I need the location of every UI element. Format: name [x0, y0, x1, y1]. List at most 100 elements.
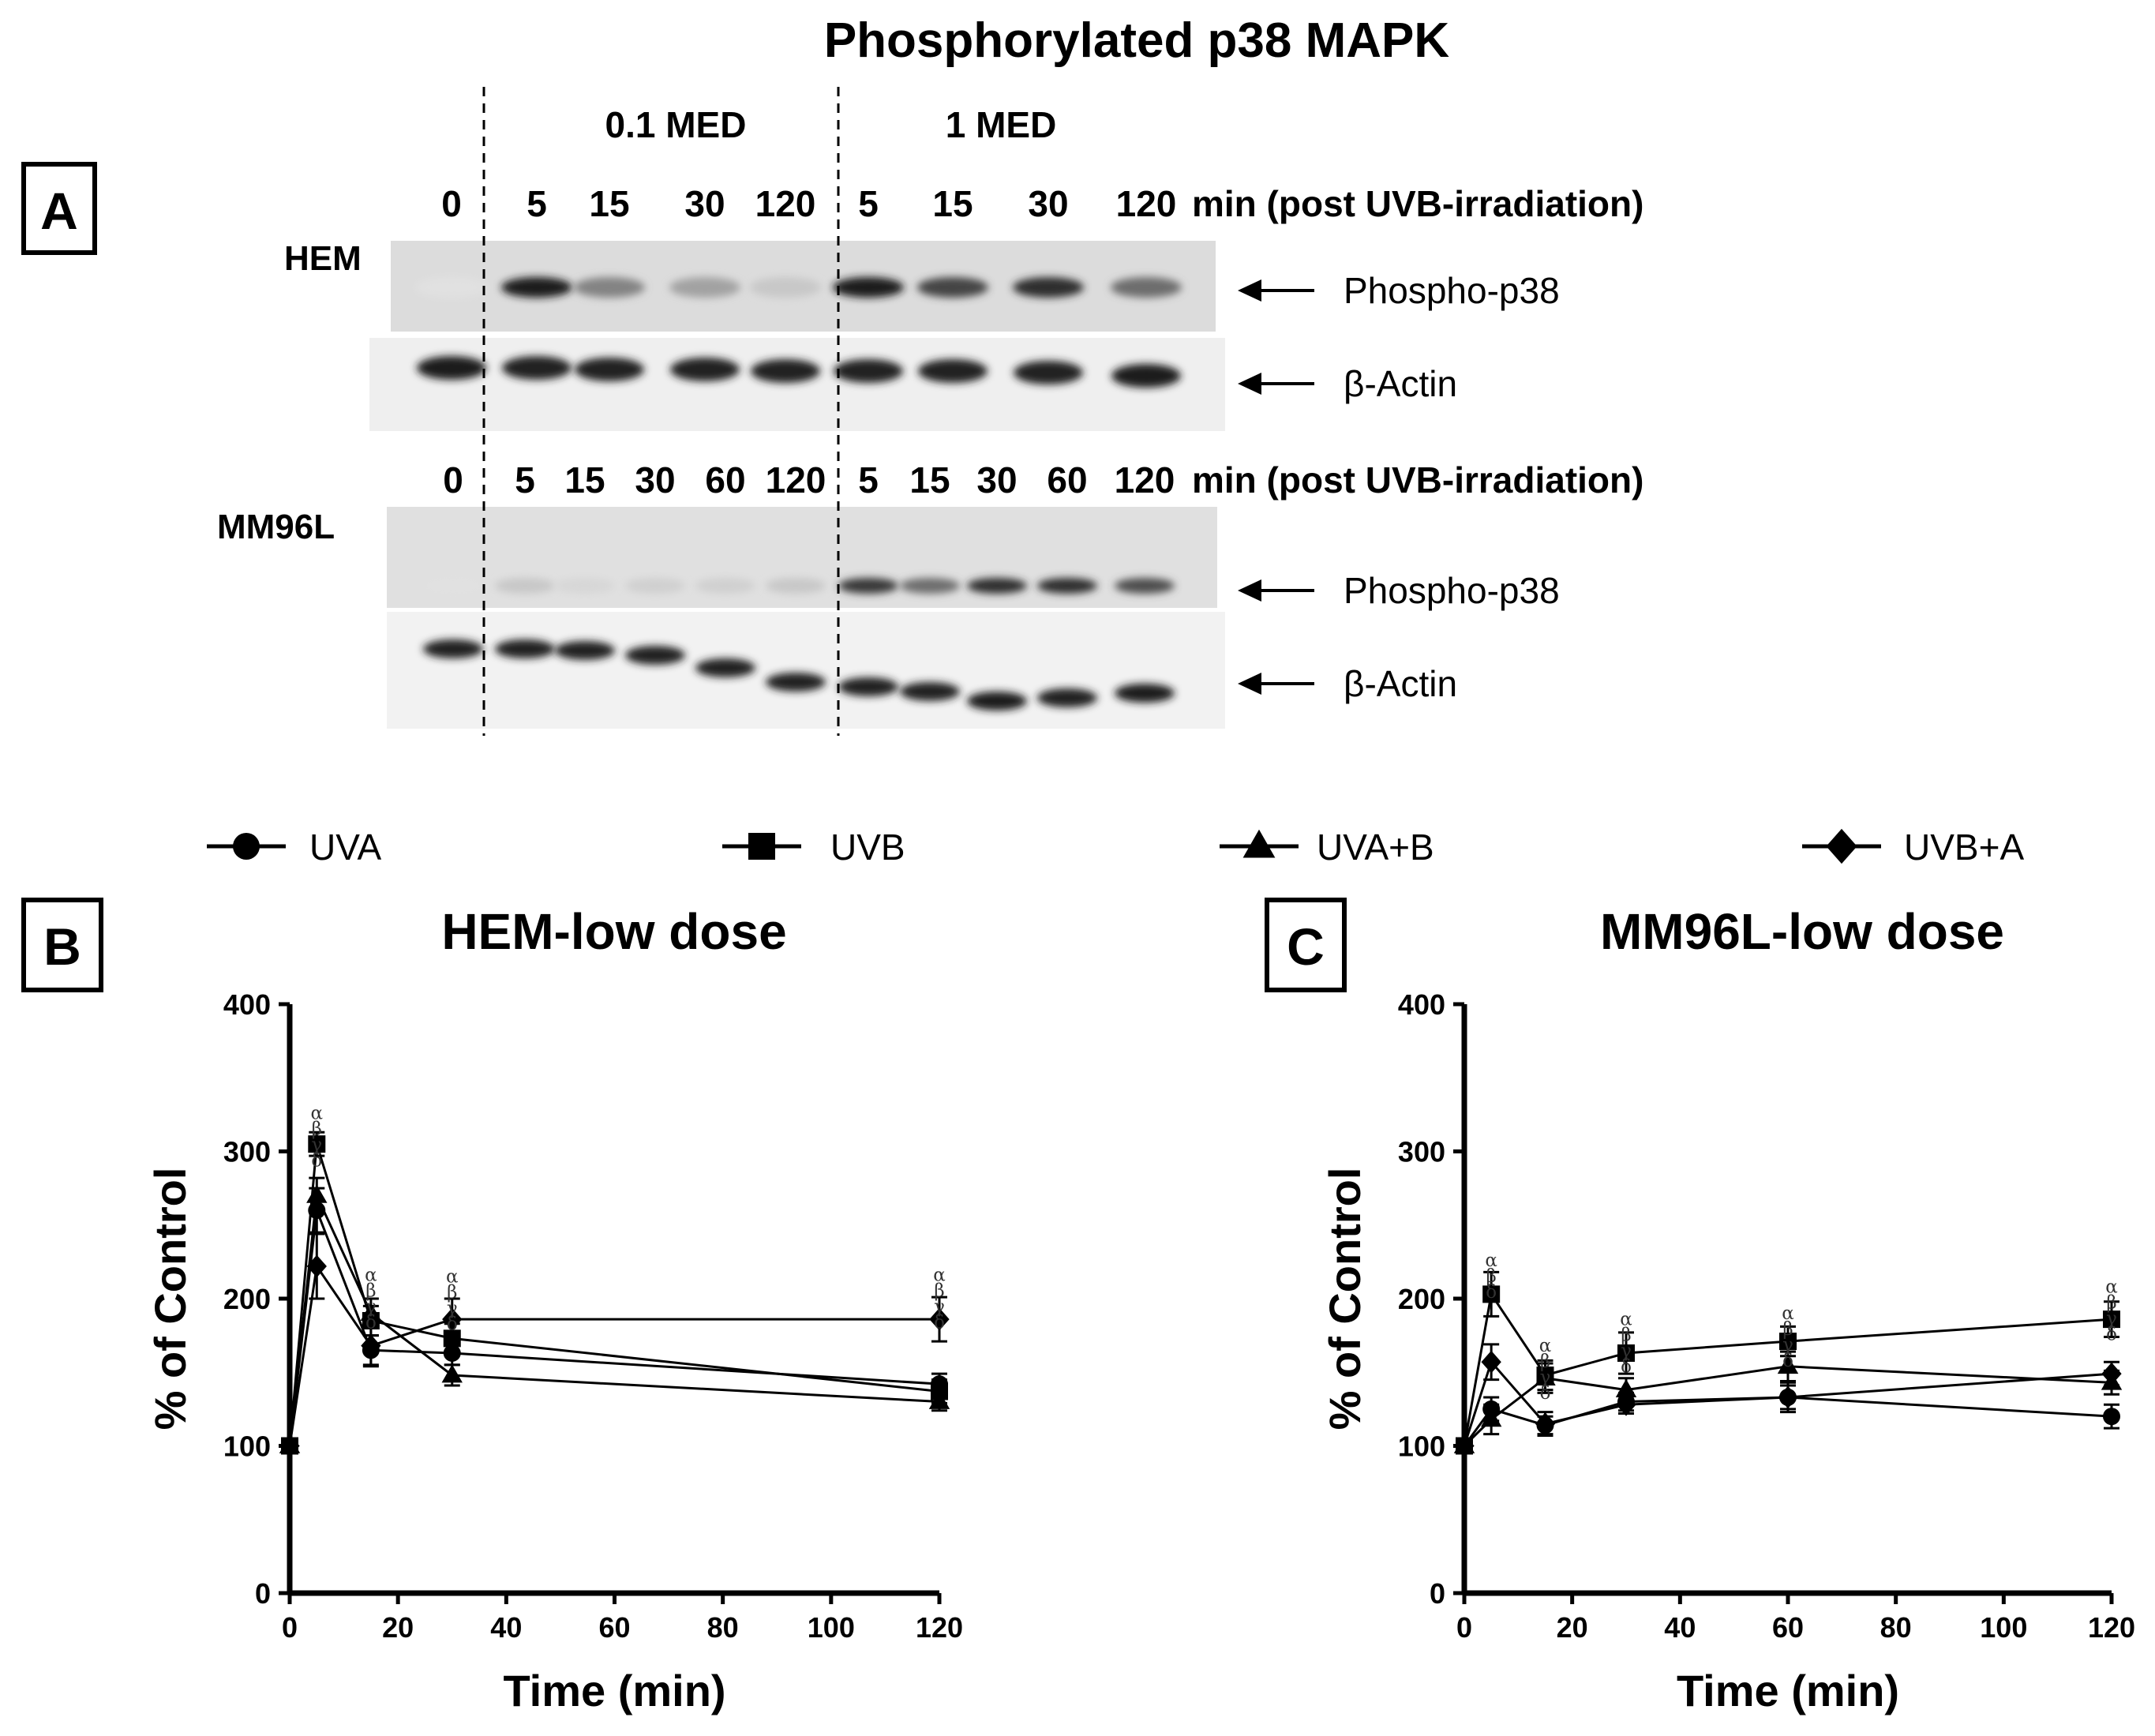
- hem-time-suffix: min (post UVB-irradiation): [1192, 183, 1643, 224]
- blot-band: [750, 277, 821, 298]
- panel-b-label-box: [21, 898, 103, 992]
- blot-band: [670, 358, 740, 381]
- mm96l-phospho-arrow: [1238, 579, 1314, 602]
- blot-band: [575, 358, 644, 381]
- mm96l-actin-label: β-Actin: [1344, 663, 1457, 704]
- blot-band: [495, 639, 555, 658]
- significance-symbol: δ: [934, 1313, 945, 1333]
- data-point-UVA+B: [360, 1302, 382, 1321]
- blot-band: [751, 359, 820, 383]
- significance-symbol: δ: [365, 1313, 377, 1333]
- series-line-UVB: [288, 1143, 940, 1446]
- significance-symbol: β: [2106, 1293, 2116, 1314]
- significance-symbol: β: [312, 1119, 322, 1139]
- chart-c: 0 100 200 300 400 0 20 40 60 80 100 120 Time (min) % …: [1320, 988, 2135, 1715]
- x-tick-label: 60: [598, 1611, 630, 1644]
- hem-time-label: 120: [755, 183, 816, 224]
- blot-band: [1115, 578, 1175, 594]
- y-tick-label: 0: [1430, 1577, 1445, 1610]
- blot-band: [495, 578, 555, 594]
- significance-symbol: γ: [934, 1297, 945, 1318]
- mm96l-actin-bands: [423, 639, 1175, 711]
- panel-a-label: A: [40, 182, 78, 240]
- x-tick-label: 0: [1456, 1611, 1472, 1644]
- hem-time-label: 5: [527, 183, 547, 224]
- x-axis-label: Time (min): [1677, 1666, 1899, 1715]
- x-tick-label: 20: [1557, 1611, 1588, 1644]
- significance-symbol: δ: [2106, 1325, 2117, 1345]
- blot-band: [967, 692, 1027, 711]
- hem-actin-label: β-Actin: [1344, 363, 1457, 404]
- dose-label-high: 1 MED: [946, 104, 1057, 145]
- data-point-UVA+B: [928, 1390, 950, 1409]
- x-tick-label: 120: [916, 1611, 963, 1644]
- panel-c-label-box: [1265, 898, 1347, 992]
- data-point-UVB+A: [1778, 1385, 1798, 1409]
- significance-symbol: α: [933, 1265, 946, 1286]
- x-axis-label: Time (min): [503, 1666, 725, 1715]
- significance-symbol: δ: [1782, 1351, 1793, 1371]
- panel-c-label: C: [1287, 917, 1325, 976]
- panel-c: C MM96L-low dose 0 100 200 300 400 0 20 40 60 80 1…: [1265, 898, 2135, 1715]
- blot-band: [766, 578, 826, 594]
- y-tick-label: 100: [1398, 1430, 1445, 1463]
- y-tick-label: 200: [1398, 1283, 1445, 1315]
- significance-symbol: β: [1540, 1352, 1550, 1372]
- data-point-UVB+A: [1454, 1434, 1475, 1457]
- data-point-UVA+B: [1480, 1408, 1502, 1427]
- data-point-UVB+A: [929, 1307, 950, 1331]
- blot-band: [555, 641, 615, 660]
- blot-band: [838, 578, 898, 594]
- significance-symbol: γ: [1782, 1335, 1793, 1355]
- significance-symbol: α: [2105, 1277, 2118, 1298]
- blot-band: [1013, 277, 1084, 298]
- blot-band: [501, 277, 572, 298]
- blot-band: [917, 277, 988, 298]
- mm96l-time-suffix: min (post UVB-irradiation): [1192, 459, 1643, 501]
- series-line-UVB: [1463, 1291, 2112, 1446]
- mm96l-phospho-label: Phospho-p38: [1344, 570, 1560, 611]
- dose-label-low: 0.1 MED: [605, 104, 747, 145]
- x-tick-label: 120: [2088, 1611, 2135, 1644]
- blot-band: [766, 673, 826, 692]
- significance-symbol: α: [1620, 1310, 1632, 1330]
- mm96l-time-label: 5: [515, 459, 535, 501]
- legend-marker-triangle: [1242, 829, 1276, 858]
- blot-band: [833, 277, 904, 298]
- mm96l-cell-line-label: MM96L: [217, 508, 335, 546]
- mm96l-phospho-bands: [423, 578, 1175, 594]
- mm96l-time-label: 30: [976, 459, 1017, 501]
- blot-band: [417, 356, 486, 380]
- blot-band: [574, 277, 645, 298]
- mm96l-time-labels: 0 5 15 30 60 120 5 15 30 60 120: [443, 459, 1175, 501]
- significance-symbol: γ: [447, 1298, 458, 1318]
- series-line-UVA: [288, 1209, 940, 1446]
- x-tick-label: 100: [808, 1611, 855, 1644]
- panel-a: A 0.1 MED 1 MED HEM 0 5 15 30 120 5 15 30 120 mi…: [21, 87, 1643, 736]
- x-tick-label: 100: [1980, 1611, 2027, 1644]
- panel-b-label: B: [43, 917, 81, 976]
- hem-actin-arrow: [1238, 373, 1314, 395]
- mm96l-time-label: 30: [635, 459, 675, 501]
- blot-band: [838, 677, 898, 696]
- mm96l-time-label: 0: [443, 459, 463, 501]
- blot-band: [918, 359, 988, 383]
- data-point-UVA: [2103, 1408, 2120, 1426]
- hem-time-label: 5: [858, 183, 879, 224]
- blot-band: [695, 578, 755, 594]
- mm96l-actin-blot: [387, 612, 1225, 729]
- hem-time-label: 15: [589, 183, 629, 224]
- mm96l-time-label: 60: [705, 459, 745, 501]
- data-point-UVB: [308, 1135, 326, 1153]
- blot-band: [1037, 688, 1097, 707]
- hem-time-label: 30: [684, 183, 725, 224]
- significance-symbol: γ: [2106, 1309, 2117, 1329]
- x-tick-label: 40: [490, 1611, 522, 1644]
- data-point-UVA+B: [1615, 1378, 1637, 1397]
- data-point-UVB+A: [1481, 1350, 1501, 1374]
- x-tick-label: 80: [1880, 1611, 1912, 1644]
- hem-time-label: 30: [1028, 183, 1068, 224]
- significance-symbol: α: [311, 1103, 324, 1123]
- significance-symbol: γ: [1621, 1341, 1632, 1362]
- hem-time-label: 15: [932, 183, 973, 224]
